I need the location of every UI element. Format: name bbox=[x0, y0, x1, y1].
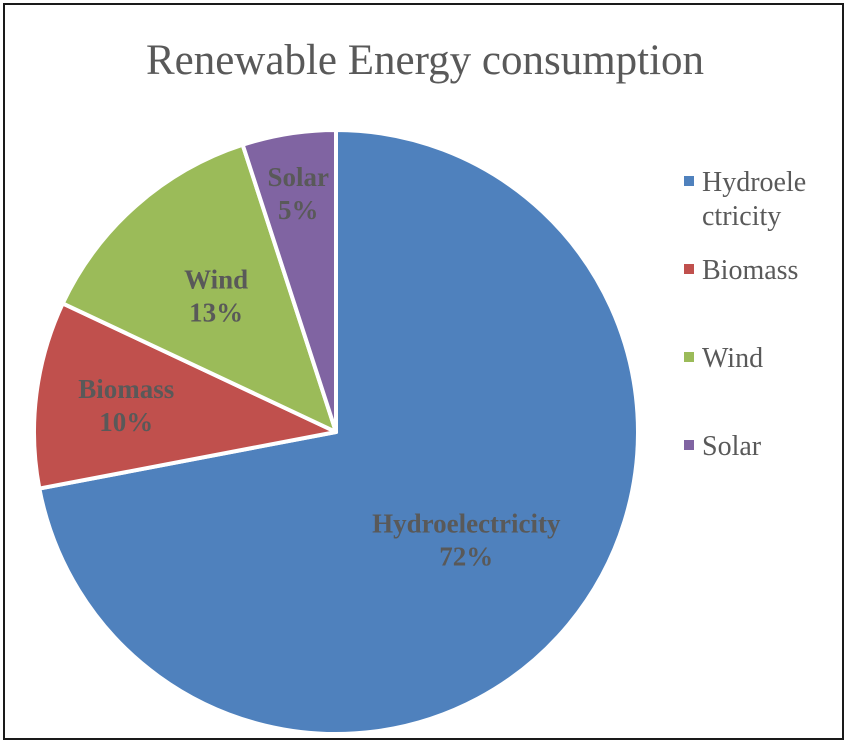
chart-legend: Hydroele ctricity Biomass Wind Solar bbox=[684, 167, 806, 462]
legend-label: Hydroele ctricity bbox=[702, 167, 806, 232]
legend-item-hydroelectricity: Hydroele ctricity bbox=[684, 167, 806, 232]
legend-swatch bbox=[684, 264, 694, 274]
slice-label-biomass: Biomass 10% bbox=[78, 374, 174, 437]
legend-swatch bbox=[684, 440, 694, 450]
legend-item-biomass: Biomass bbox=[684, 255, 798, 286]
slice-label-wind: Wind 13% bbox=[184, 265, 248, 328]
pie-slice-labels: Hydroelectricity 72% Biomass 10%Wind 13% Sola… bbox=[78, 162, 561, 571]
slice-label-hydroelectricity: Hydroelectricity 72% bbox=[372, 508, 561, 571]
chart-title: Renewable Energy consumption bbox=[145, 37, 705, 84]
legend-item-wind: Wind bbox=[684, 343, 763, 374]
legend-swatch bbox=[684, 352, 694, 362]
pie-slice-biomass bbox=[32, 301, 338, 491]
legend-swatch bbox=[684, 176, 694, 186]
legend-label: Biomass bbox=[702, 255, 798, 286]
legend-item-solar: Solar bbox=[684, 431, 762, 462]
legend-label: Wind bbox=[702, 343, 763, 374]
legend-label: Solar bbox=[702, 431, 762, 462]
pie-slice-wind bbox=[60, 142, 338, 434]
pie-slices bbox=[32, 128, 640, 736]
pie-slice-hydroelectricity bbox=[37, 128, 640, 736]
slice-label-solar: Solar 5% bbox=[267, 162, 329, 225]
pie-slice-solar bbox=[240, 128, 338, 434]
